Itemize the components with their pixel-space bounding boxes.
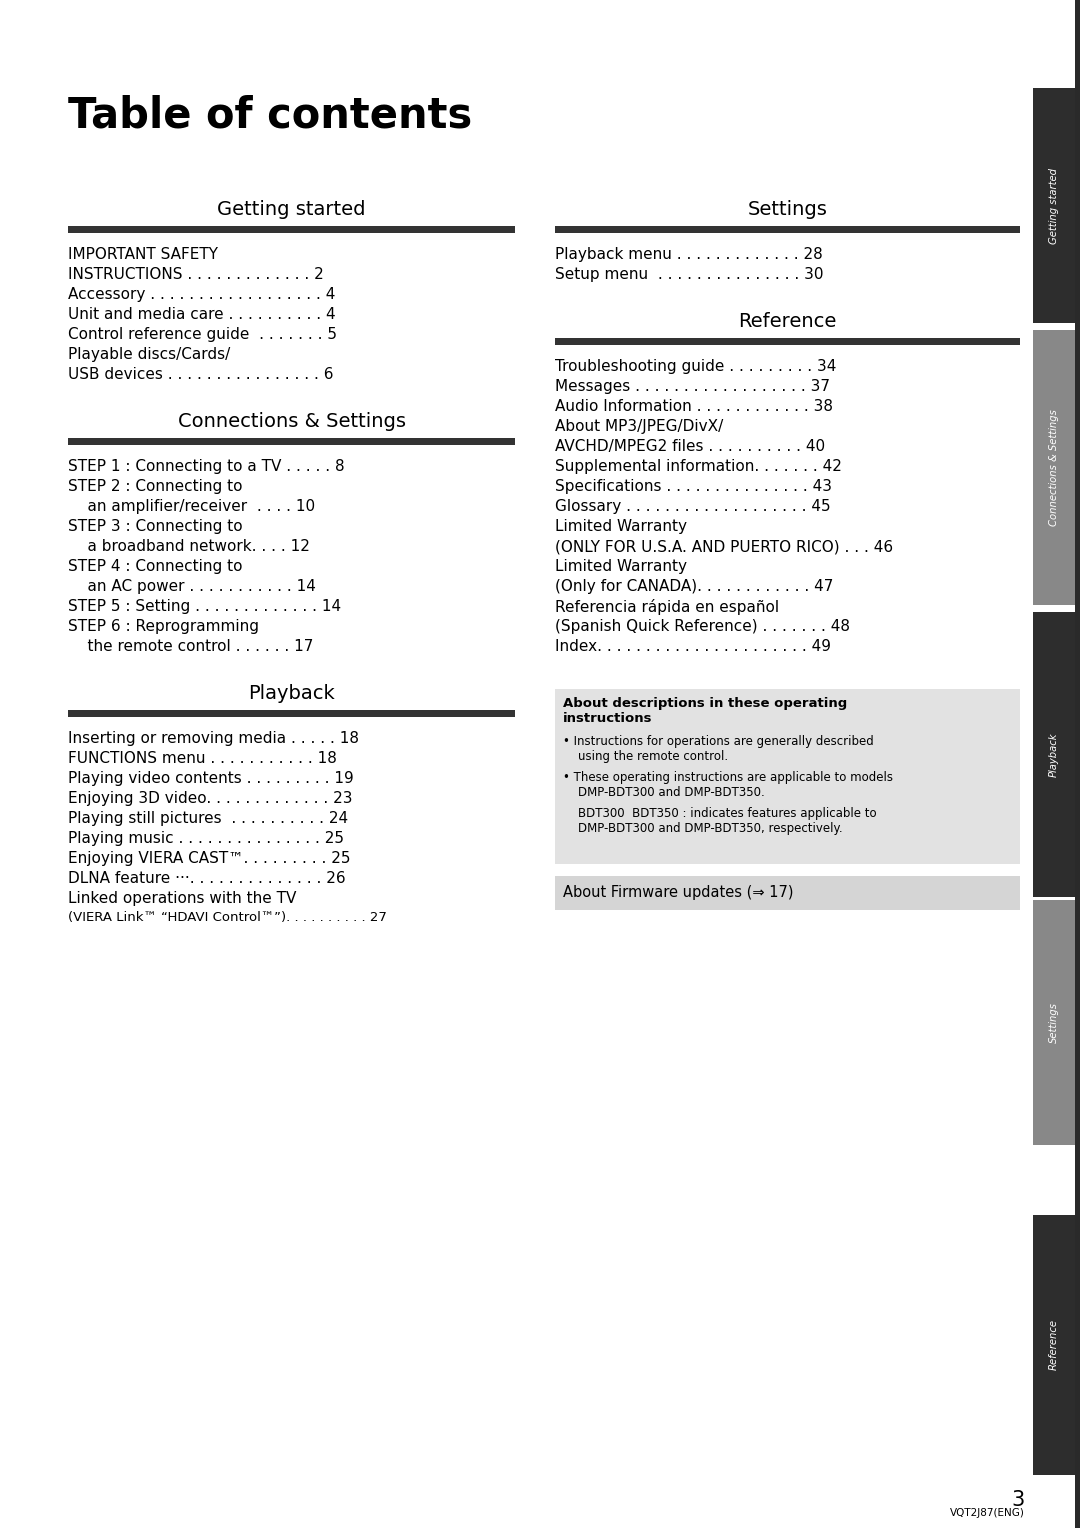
- Bar: [68, 439, 515, 445]
- Text: an amplifier/receiver  . . . . 10: an amplifier/receiver . . . . 10: [68, 500, 315, 513]
- Text: Enjoying 3D video. . . . . . . . . . . . . 23: Enjoying 3D video. . . . . . . . . . . .…: [68, 792, 352, 805]
- Text: Control reference guide  . . . . . . . 5: Control reference guide . . . . . . . 5: [68, 327, 337, 342]
- Text: STEP 2 : Connecting to: STEP 2 : Connecting to: [68, 478, 243, 494]
- Text: USB devices . . . . . . . . . . . . . . . . 6: USB devices . . . . . . . . . . . . . . …: [68, 367, 334, 382]
- Text: VQT2J87(ENG): VQT2J87(ENG): [950, 1508, 1025, 1517]
- Bar: [555, 876, 1020, 911]
- Text: IMPORTANT SAFETY: IMPORTANT SAFETY: [68, 248, 218, 261]
- Text: Limited Warranty: Limited Warranty: [555, 520, 687, 533]
- Text: Troubleshooting guide . . . . . . . . . 34: Troubleshooting guide . . . . . . . . . …: [555, 359, 836, 374]
- Text: Playing still pictures  . . . . . . . . . . 24: Playing still pictures . . . . . . . . .…: [68, 811, 348, 827]
- Text: • Instructions for operations are generally described
    using the remote contr: • Instructions for operations are genera…: [563, 735, 874, 762]
- Text: Inserting or removing media . . . . . 18: Inserting or removing media . . . . . 18: [68, 730, 359, 746]
- Bar: [555, 226, 1020, 232]
- Text: (Only for CANADA). . . . . . . . . . . . 47: (Only for CANADA). . . . . . . . . . . .…: [555, 579, 834, 594]
- Text: Playback menu . . . . . . . . . . . . . 28: Playback menu . . . . . . . . . . . . . …: [555, 248, 823, 261]
- Text: Getting started: Getting started: [1049, 168, 1059, 243]
- Bar: [68, 226, 515, 232]
- Text: STEP 3 : Connecting to: STEP 3 : Connecting to: [68, 520, 243, 533]
- Text: an AC power . . . . . . . . . . . 14: an AC power . . . . . . . . . . . 14: [68, 579, 315, 594]
- Text: Limited Warranty: Limited Warranty: [555, 559, 687, 575]
- Bar: [1032, 89, 1075, 322]
- Text: Supplemental information. . . . . . . 42: Supplemental information. . . . . . . 42: [555, 458, 842, 474]
- Text: Table of contents: Table of contents: [68, 95, 472, 138]
- Text: Reference: Reference: [1049, 1320, 1059, 1371]
- Text: STEP 5 : Setting . . . . . . . . . . . . . 14: STEP 5 : Setting . . . . . . . . . . . .…: [68, 599, 341, 614]
- Text: Glossary . . . . . . . . . . . . . . . . . . . 45: Glossary . . . . . . . . . . . . . . . .…: [555, 500, 831, 513]
- Text: DLNA feature ···. . . . . . . . . . . . . . 26: DLNA feature ···. . . . . . . . . . . . …: [68, 871, 346, 886]
- Text: Getting started: Getting started: [217, 200, 366, 219]
- Text: (VIERA Link™ “HDAVI Control™”). . . . . . . . . . 27: (VIERA Link™ “HDAVI Control™”). . . . . …: [68, 911, 387, 924]
- Text: (ONLY FOR U.S.A. AND PUERTO RICO) . . . 46: (ONLY FOR U.S.A. AND PUERTO RICO) . . . …: [555, 539, 893, 555]
- Text: STEP 4 : Connecting to: STEP 4 : Connecting to: [68, 559, 243, 575]
- Text: Connections & Settings: Connections & Settings: [1049, 410, 1059, 526]
- Text: Accessory . . . . . . . . . . . . . . . . . . 4: Accessory . . . . . . . . . . . . . . . …: [68, 287, 336, 303]
- Text: AVCHD/MPEG2 files . . . . . . . . . . 40: AVCHD/MPEG2 files . . . . . . . . . . 40: [555, 439, 825, 454]
- Text: About descriptions in these operating
instructions: About descriptions in these operating in…: [563, 697, 847, 724]
- Text: • These operating instructions are applicable to models
    DMP-BDT300 and DMP-B: • These operating instructions are appli…: [563, 772, 893, 799]
- Text: a broadband network. . . . 12: a broadband network. . . . 12: [68, 539, 310, 555]
- Text: Playback: Playback: [1049, 732, 1059, 776]
- Text: Playable discs/Cards/: Playable discs/Cards/: [68, 347, 230, 362]
- Bar: [1032, 613, 1075, 897]
- Text: About Firmware updates (⇒ 17): About Firmware updates (⇒ 17): [563, 885, 794, 900]
- Bar: [1032, 1215, 1075, 1475]
- Text: Index. . . . . . . . . . . . . . . . . . . . . . 49: Index. . . . . . . . . . . . . . . . . .…: [555, 639, 831, 654]
- Bar: [555, 338, 1020, 345]
- Text: Unit and media care . . . . . . . . . . 4: Unit and media care . . . . . . . . . . …: [68, 307, 336, 322]
- Bar: [1032, 330, 1075, 605]
- Text: Specifications . . . . . . . . . . . . . . . 43: Specifications . . . . . . . . . . . . .…: [555, 478, 832, 494]
- Text: STEP 1 : Connecting to a TV . . . . . 8: STEP 1 : Connecting to a TV . . . . . 8: [68, 458, 345, 474]
- Text: Audio Information . . . . . . . . . . . . 38: Audio Information . . . . . . . . . . . …: [555, 399, 833, 414]
- Text: Playback: Playback: [248, 685, 335, 703]
- Text: Reference: Reference: [739, 312, 837, 332]
- Text: 3: 3: [1012, 1490, 1025, 1510]
- Text: FUNCTIONS menu . . . . . . . . . . . 18: FUNCTIONS menu . . . . . . . . . . . 18: [68, 750, 337, 766]
- Text: Connections & Settings: Connections & Settings: [177, 413, 405, 431]
- Text: Enjoying VIERA CAST™. . . . . . . . . 25: Enjoying VIERA CAST™. . . . . . . . . 25: [68, 851, 351, 866]
- Text: INSTRUCTIONS . . . . . . . . . . . . . 2: INSTRUCTIONS . . . . . . . . . . . . . 2: [68, 267, 324, 283]
- Text: Messages . . . . . . . . . . . . . . . . . . 37: Messages . . . . . . . . . . . . . . . .…: [555, 379, 831, 394]
- Bar: [68, 711, 515, 717]
- Bar: [1075, 0, 1080, 1528]
- Text: Settings: Settings: [747, 200, 827, 219]
- Bar: [555, 689, 1020, 863]
- Text: STEP 6 : Reprogramming: STEP 6 : Reprogramming: [68, 619, 259, 634]
- Text: Settings: Settings: [1049, 1002, 1059, 1044]
- Text: BDT300  BDT350 : indicates features applicable to
    DMP-BDT300 and DMP-BDT350,: BDT300 BDT350 : indicates features appli…: [563, 807, 877, 834]
- Bar: [1032, 900, 1075, 1144]
- Text: (Spanish Quick Reference) . . . . . . . 48: (Spanish Quick Reference) . . . . . . . …: [555, 619, 850, 634]
- Text: Playing video contents . . . . . . . . . 19: Playing video contents . . . . . . . . .…: [68, 772, 354, 785]
- Text: Playing music . . . . . . . . . . . . . . . 25: Playing music . . . . . . . . . . . . . …: [68, 831, 345, 847]
- Text: the remote control . . . . . . 17: the remote control . . . . . . 17: [68, 639, 313, 654]
- Text: About MP3/JPEG/DivX/: About MP3/JPEG/DivX/: [555, 419, 724, 434]
- Text: Referencia rápida en español: Referencia rápida en español: [555, 599, 779, 614]
- Text: Setup menu  . . . . . . . . . . . . . . . 30: Setup menu . . . . . . . . . . . . . . .…: [555, 267, 824, 283]
- Text: Linked operations with the TV: Linked operations with the TV: [68, 891, 296, 906]
